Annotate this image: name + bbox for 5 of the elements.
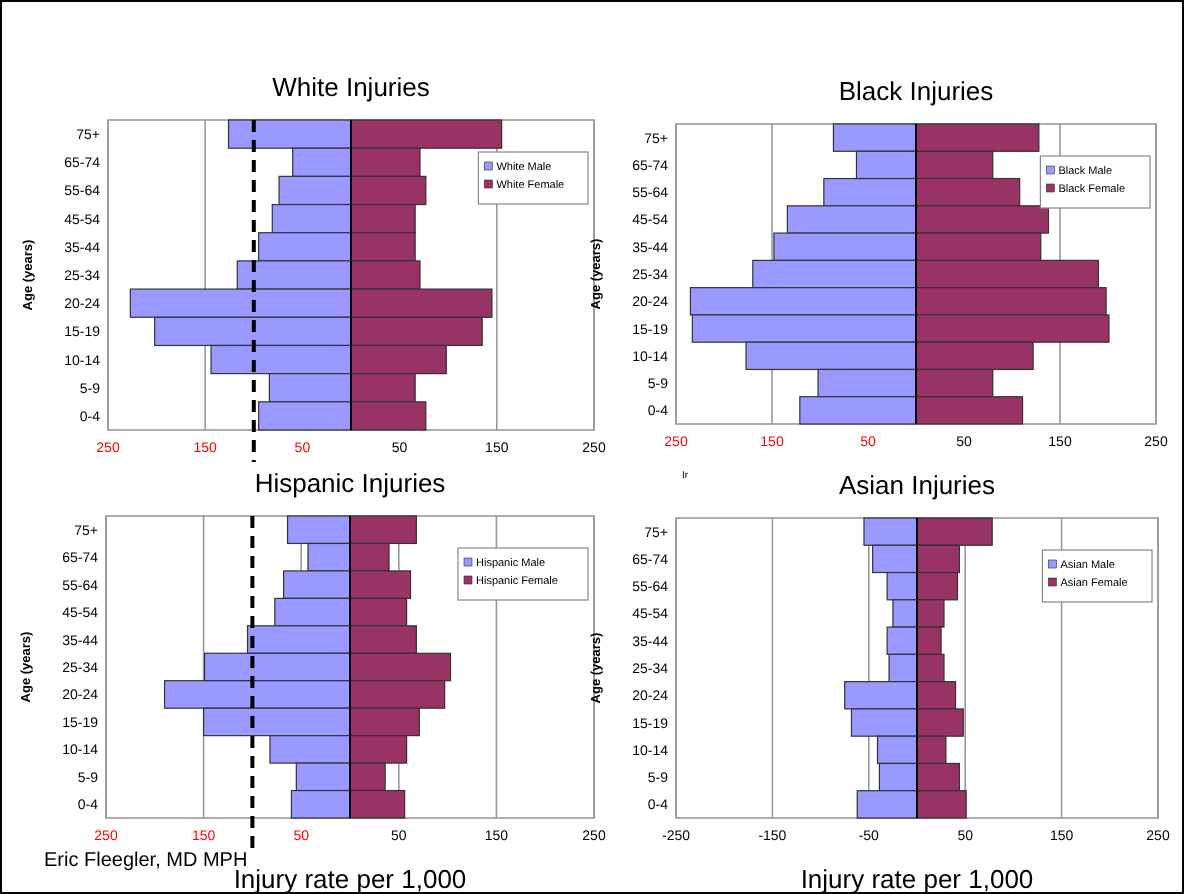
chart-title: Hispanic Injuries bbox=[254, 468, 447, 498]
chart-title: Asian Injuries bbox=[838, 470, 997, 500]
chart-title: Black Injuries bbox=[838, 76, 995, 106]
chart-title: White Injuries bbox=[272, 72, 431, 102]
x-axis-title: Injury rate per 1,000 bbox=[800, 864, 1034, 894]
